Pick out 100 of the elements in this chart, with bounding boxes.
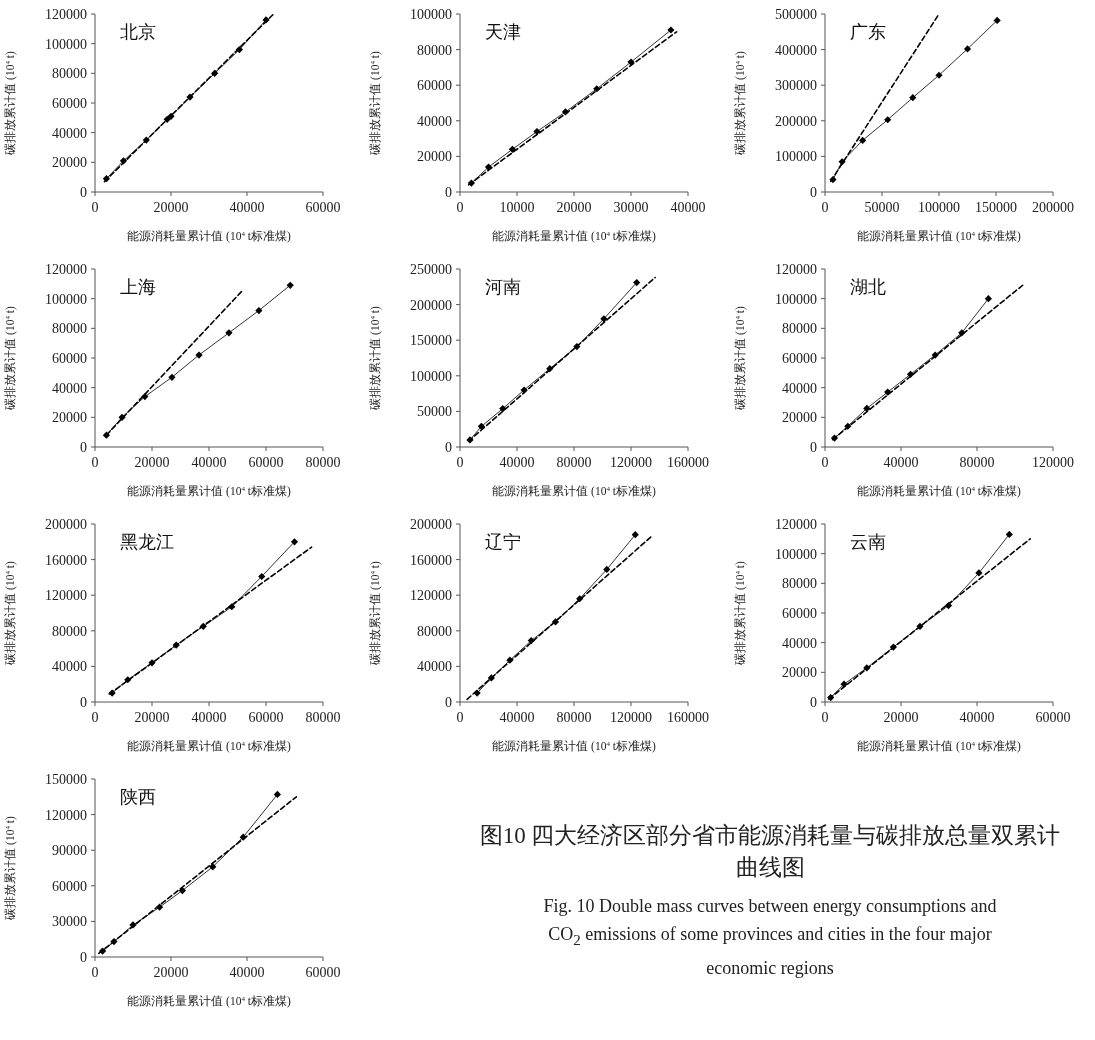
x-axis-title: 能源消耗量累计值 (10$^{4}$ t标准煤) — [857, 230, 1021, 243]
x-axis-title: 能源消耗量累计值 (10$^{4}$ t标准煤) — [857, 740, 1021, 753]
y-tick-label: 100000 — [775, 546, 817, 562]
x-tick-label: 40000 — [959, 710, 995, 725]
x-axis-title: 能源消耗量累计值 (10$^{4}$ t标准煤) — [492, 740, 656, 753]
y-tick-label: 40000 — [417, 113, 452, 129]
y-tick-label: 60000 — [782, 351, 817, 366]
x-tick-label: 0 — [821, 710, 829, 725]
x-axis-title: 能源消耗量累计值 (10$^{4}$ t标准煤) — [127, 230, 291, 243]
point — [667, 26, 675, 34]
x-tick-label: 50000 — [864, 200, 900, 215]
y-tick-label: 40000 — [782, 635, 817, 651]
point — [546, 365, 554, 373]
point — [884, 116, 892, 124]
y-tick-label: 90000 — [52, 843, 87, 859]
x-tick-label: 120000 — [610, 710, 652, 725]
y-tick-label: 120000 — [45, 588, 87, 604]
x-tick-label: 80000 — [959, 455, 995, 470]
x-axis-title: 能源消耗量累计值 (10$^{4}$ t标准煤) — [127, 485, 291, 498]
x-tick-label: 30000 — [613, 200, 649, 215]
y-tick-label: 120000 — [45, 7, 87, 22]
y-tick-label: 80000 — [417, 623, 452, 639]
y-tick-label: 100000 — [45, 291, 87, 307]
x-tick-label: 0 — [91, 965, 99, 980]
y-tick-label: 120000 — [45, 807, 87, 823]
y-tick-label: 100000 — [410, 368, 452, 384]
y-tick-label: 160000 — [45, 552, 87, 568]
point — [935, 71, 943, 79]
point — [209, 863, 217, 871]
x-tick-label: 60000 — [1035, 710, 1071, 725]
y-tick-label: 0 — [810, 695, 817, 710]
y-tick-label: 80000 — [52, 66, 87, 82]
x-tick-label: 0 — [456, 200, 464, 215]
y-tick-label: 100000 — [775, 149, 817, 165]
chart-title: 广东 — [850, 22, 886, 42]
y-tick-label: 250000 — [410, 262, 452, 277]
x-tick-label: 60000 — [248, 455, 284, 470]
y-tick-label: 120000 — [775, 262, 817, 277]
y-tick-label: 80000 — [782, 576, 817, 592]
x-tick-label: 0 — [456, 710, 464, 725]
y-tick-label: 60000 — [52, 96, 87, 111]
point — [603, 565, 611, 573]
chart-title: 河南 — [485, 277, 521, 297]
x-axis-title: 能源消耗量累计值 (10$^{4}$ t标准煤) — [857, 485, 1021, 498]
point — [984, 295, 992, 303]
x-tick-label: 0 — [456, 455, 464, 470]
point — [993, 16, 1001, 25]
x-tick-label: 120000 — [610, 455, 652, 470]
y-tick-label: 500000 — [775, 7, 817, 22]
y-tick-label: 300000 — [775, 78, 817, 94]
y-tick-label: 150000 — [45, 772, 87, 787]
y-tick-label: 0 — [80, 695, 87, 710]
x-axis-title: 能源消耗量累计值 (10$^{4}$ t标准煤) — [127, 740, 291, 753]
point — [286, 281, 294, 289]
caption: 图10 四大经济区部分省市能源消耗量与碳排放总量双累计曲线图 — [478, 822, 1062, 882]
x-tick-label: 20000 — [153, 200, 189, 215]
y-tick-label: 120000 — [45, 262, 87, 277]
chart-title: 北京 — [120, 22, 156, 42]
x-tick-label: 40000 — [499, 710, 535, 725]
y-tick-label: 0 — [810, 440, 817, 455]
x-tick-label: 0 — [821, 200, 829, 215]
x-tick-label: 200000 — [1032, 200, 1074, 215]
x-tick-label: 80000 — [305, 710, 341, 725]
chart-title: 黑龙江 — [120, 532, 174, 552]
x-tick-label: 60000 — [305, 965, 341, 980]
point — [631, 531, 639, 539]
point — [484, 163, 493, 171]
x-tick-label: 20000 — [134, 455, 170, 470]
y-tick-label: 0 — [80, 185, 87, 200]
x-tick-label: 100000 — [918, 200, 960, 215]
x-tick-label: 40000 — [191, 710, 227, 725]
point — [975, 569, 983, 577]
y-tick-label: 60000 — [782, 606, 817, 621]
chart-title: 天津 — [485, 22, 521, 42]
x-tick-label: 0 — [91, 455, 99, 470]
y-tick-label: 20000 — [52, 410, 87, 426]
chart-title: 辽宁 — [485, 532, 521, 552]
y-tick-label: 0 — [80, 440, 87, 455]
y-tick-label: 120000 — [775, 517, 817, 532]
y-tick-label: 20000 — [782, 410, 817, 426]
x-tick-label: 20000 — [556, 200, 592, 215]
point — [533, 127, 541, 136]
x-tick-label: 0 — [91, 710, 99, 725]
y-tick-label: 40000 — [52, 125, 87, 141]
y-tick-label: 80000 — [52, 321, 87, 337]
y-tick-label: 20000 — [52, 155, 87, 171]
x-tick-label: 150000 — [975, 200, 1017, 215]
chart-title: 云南 — [850, 532, 886, 552]
y-tick-label: 200000 — [775, 113, 817, 129]
y-tick-label: 50000 — [417, 404, 452, 420]
chart-title: 上海 — [120, 277, 156, 297]
point — [290, 538, 299, 546]
y-tick-label: 100000 — [410, 7, 452, 22]
point — [168, 373, 176, 381]
y-tick-label: 40000 — [52, 380, 87, 396]
x-axis-title: 能源消耗量累计值 (10$^{4}$ t标准煤) — [492, 230, 656, 243]
x-tick-label: 40000 — [229, 965, 265, 980]
x-tick-label: 40000 — [883, 455, 919, 470]
x-tick-label: 80000 — [556, 710, 592, 725]
y-tick-label: 200000 — [410, 297, 452, 313]
